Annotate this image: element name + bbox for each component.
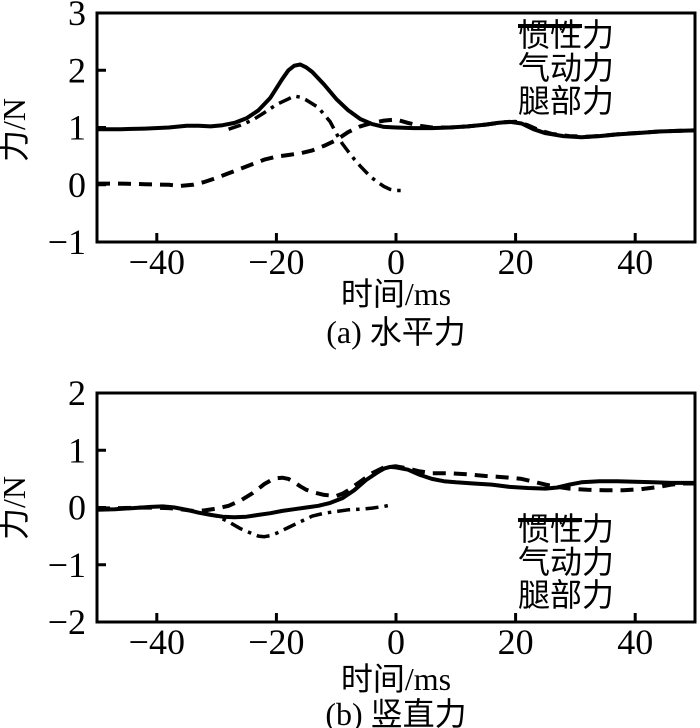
y-tick-label: 1 [68,108,86,148]
series-line-solid [97,62,696,140]
legend-item: 气动力 [518,518,615,580]
y-axis-label-a: 力/N [0,98,32,163]
x-tick-label: 20 [498,622,534,662]
legend-item: 腿部力 [518,24,615,119]
y-tick-label: 3 [68,0,86,33]
x-tick-label: −20 [248,622,304,662]
y-tick-label: 2 [68,373,86,413]
y-tick-label: −1 [48,545,86,585]
legend-label: 气动力 [518,49,615,86]
x-axis-label-b: 时间/ms [340,661,452,697]
y-tick-label: 2 [68,50,86,90]
x-tick-label: 40 [617,622,653,662]
x-tick-label: 40 [617,242,653,282]
legend-label: 惯性力 [518,510,615,547]
series-line-dashdot [228,94,402,193]
y-tick-label: −1 [48,222,86,262]
legend-a: 惯性力 气动力 腿部力 [518,16,615,119]
x-tick-label: −40 [129,242,185,282]
series-line-dashdot [204,503,391,539]
subplot-a: −40 −20 0 20 40 −1 0 1 2 3 力/N 时间/ms (a) 水平力 惯性力 … [0,0,697,350]
y-tick-label: 1 [68,430,86,470]
y-tick-label: −2 [48,602,86,642]
caption-a: (a) 水平力 [326,314,466,350]
series-line-dashed [97,117,696,188]
legend-item: 腿部力 [518,518,615,613]
legend-b: 惯性力 气动力 腿部力 [518,510,615,613]
x-tick-label: −20 [248,242,304,282]
dashdot-line-swatch-icon [518,518,582,522]
x-tick-label: 0 [387,242,405,282]
legend-label: 腿部力 [518,576,615,613]
legend-item: 惯性力 [518,510,615,547]
chart-a-canvas: −40 −20 0 20 40 −1 0 1 2 3 [48,0,697,282]
legend-label: 气动力 [518,543,615,580]
y-tick-label: 0 [68,165,86,205]
legend-item: 气动力 [518,24,615,86]
x-tick-label: 20 [498,242,534,282]
y-tick-label: 0 [68,488,86,528]
x-tick-label: 0 [387,622,405,662]
y-axis-label-b: 力/N [0,476,32,541]
series-line-dashed [96,464,695,513]
legend-label: 惯性力 [518,16,615,53]
x-tick-label: −40 [129,622,185,662]
subplot-b: −40 −20 0 20 40 −2 −1 0 1 2 力/N 时间/ms (b) 竖直力 惯性力… [0,364,700,728]
legend-label: 腿部力 [518,82,615,119]
chart-b-canvas: −40 −20 0 20 40 −2 −1 0 1 2 [48,373,697,662]
caption-b: (b) 竖直力 [325,696,467,728]
x-axis-label-a: 时间/ms [340,276,452,312]
dashdot-line-swatch-icon [518,24,582,28]
